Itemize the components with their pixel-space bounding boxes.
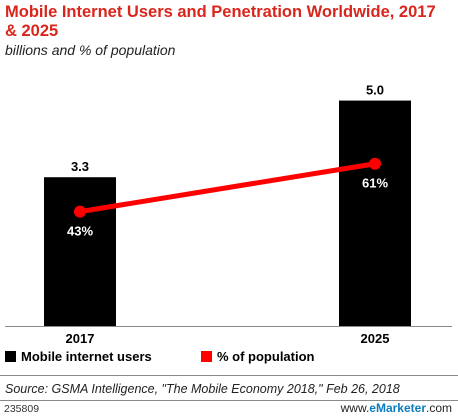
legend-swatch-penetration xyxy=(201,351,212,362)
footer-divider-bottom xyxy=(0,400,458,401)
brand-name: eMarketer xyxy=(369,401,426,415)
legend-label-users: Mobile internet users xyxy=(21,349,152,364)
line-label-2025: 61% xyxy=(362,176,388,191)
footer-divider-top xyxy=(0,375,458,376)
x-tick-2017: 2017 xyxy=(66,331,95,346)
line-label-2017: 43% xyxy=(67,224,93,239)
bar-label-2025: 5.0 xyxy=(366,83,384,98)
bar-label-2017: 3.3 xyxy=(71,159,89,174)
bar-2017 xyxy=(44,177,116,326)
legend-swatch-users xyxy=(5,351,16,362)
x-tick-2025: 2025 xyxy=(361,331,390,346)
source-note: Source: GSMA Intelligence, "The Mobile E… xyxy=(5,382,400,396)
brand-prefix: www. xyxy=(340,401,370,415)
bar-2025 xyxy=(339,100,411,327)
line-percent-population xyxy=(77,161,378,215)
chart-id: 235809 xyxy=(4,403,40,415)
brand-link[interactable]: www.eMarketer.com xyxy=(341,401,452,415)
legend-item-users: Mobile internet users xyxy=(5,349,152,364)
chart-subtitle: billions and % of population xyxy=(5,42,176,58)
line-point-2025 xyxy=(369,157,381,170)
brand-suffix: .com xyxy=(425,401,452,415)
legend-item-penetration: % of population xyxy=(201,349,314,364)
legend-label-penetration: % of population xyxy=(217,349,315,364)
chart-title: Mobile Internet Users and Penetration Wo… xyxy=(5,3,436,40)
line-point-2017 xyxy=(74,205,86,218)
